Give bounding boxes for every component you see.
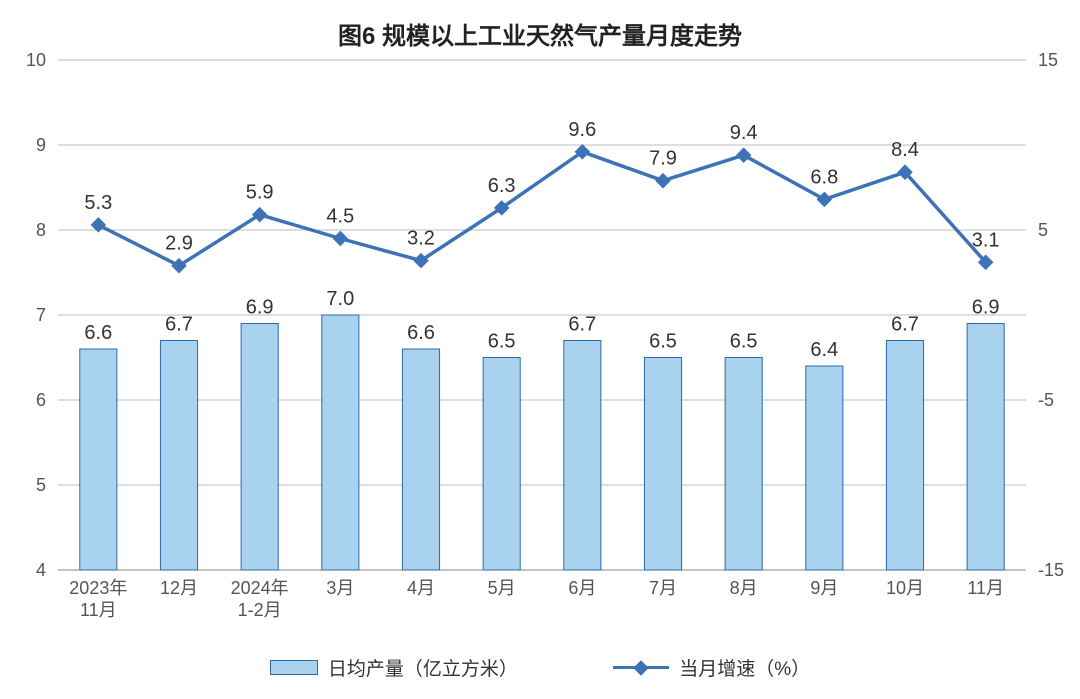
x-tick-label: 2023年	[69, 578, 127, 598]
bar-value-label: 6.5	[730, 331, 758, 353]
y-left-tick-label: 6	[36, 390, 46, 410]
x-tick-label: 6月	[568, 578, 596, 598]
bar-value-label: 6.9	[246, 297, 274, 319]
bar	[967, 324, 1004, 571]
line-value-label: 9.6	[568, 119, 596, 141]
x-tick-label: 2024年	[231, 578, 289, 598]
line-value-label: 5.9	[246, 182, 274, 204]
bar	[886, 341, 923, 571]
x-tick-label: 5月	[488, 578, 516, 598]
bar	[80, 349, 117, 570]
diamond-marker-icon	[736, 147, 752, 163]
bar-value-label: 6.7	[891, 314, 919, 336]
diamond-marker-icon	[655, 173, 671, 189]
line-value-label: 5.3	[84, 192, 112, 214]
line-swatch-icon	[613, 666, 669, 669]
x-tick-label: 4月	[407, 578, 435, 598]
x-tick-label: 11月	[967, 578, 1004, 598]
chart-title: 图6 规模以上工业天然气产量月度走势	[0, 16, 1080, 51]
y-right-tick-label: 5	[1038, 220, 1048, 240]
bar-value-label: 6.9	[972, 297, 1000, 319]
y-left-tick-label: 7	[36, 305, 46, 325]
legend-item-bar: 日均产量（亿立方米）	[270, 654, 518, 681]
diamond-marker-icon	[333, 231, 349, 247]
bar-value-label: 7.0	[326, 288, 354, 310]
line-value-label: 9.4	[730, 122, 758, 144]
x-tick-label: 1-2月	[238, 600, 282, 620]
y-left-tick-label: 5	[36, 475, 46, 495]
legend-item-line: 当月增速（%）	[613, 654, 810, 681]
legend: 日均产量（亿立方米） 当月增速（%）	[0, 654, 1080, 681]
bar	[806, 366, 843, 570]
y-right-tick-label: -5	[1038, 390, 1054, 410]
y-right-tick-label: 15	[1038, 50, 1058, 70]
x-tick-label: 12月	[160, 578, 198, 598]
x-tick-label: 3月	[326, 578, 354, 598]
line-value-label: 6.8	[810, 166, 838, 188]
bar-value-label: 6.4	[810, 339, 838, 361]
bar	[644, 358, 681, 571]
x-tick-label: 9月	[810, 578, 838, 598]
bar-swatch-icon	[270, 660, 318, 675]
bar-value-label: 6.7	[165, 314, 193, 336]
bar	[402, 349, 439, 570]
line-value-label: 7.9	[649, 148, 677, 170]
bar	[241, 324, 278, 571]
line-value-label: 3.1	[972, 229, 1000, 251]
line-value-label: 2.9	[165, 233, 193, 255]
line-value-label: 3.2	[407, 228, 435, 250]
x-tick-label: 8月	[730, 578, 758, 598]
line-value-label: 6.3	[488, 175, 516, 197]
y-right-tick-label: -15	[1038, 560, 1064, 580]
bar	[564, 341, 601, 571]
y-left-tick-label: 8	[36, 220, 46, 240]
x-tick-label: 11月	[80, 600, 117, 620]
bar-value-label: 6.6	[84, 322, 112, 344]
chart-container: 图6 规模以上工业天然气产量月度走势 4 5 6 7 8 9 10 -15 -5 5 15 6.6 6.…	[0, 0, 1080, 699]
bar	[483, 358, 520, 571]
bar-value-label: 6.5	[649, 331, 677, 353]
bar	[160, 341, 197, 571]
bar-value-label: 6.7	[568, 314, 596, 336]
chart-svg: 4 5 6 7 8 9 10 -15 -5 5 15 6.6 6.7 6.9 7.0 6.6 6.5 6.7 6.5…	[0, 0, 1080, 699]
x-tick-label: 7月	[649, 578, 677, 598]
legend-line-label: 当月增速（%）	[679, 654, 810, 681]
y-left-tick-label: 4	[36, 560, 46, 580]
diamond-marker-icon	[817, 192, 833, 208]
bar	[322, 315, 359, 570]
bar	[725, 358, 762, 571]
y-left-tick-label: 9	[36, 135, 46, 155]
bar-value-label: 6.5	[488, 331, 516, 353]
line-value-label: 8.4	[891, 139, 919, 161]
bar-value-label: 6.6	[407, 322, 435, 344]
y-left-tick-label: 10	[26, 50, 46, 70]
legend-bar-label: 日均产量（亿立方米）	[328, 654, 518, 681]
x-tick-label: 10月	[886, 578, 924, 598]
line-value-label: 4.5	[326, 206, 354, 228]
line-path	[98, 152, 985, 266]
